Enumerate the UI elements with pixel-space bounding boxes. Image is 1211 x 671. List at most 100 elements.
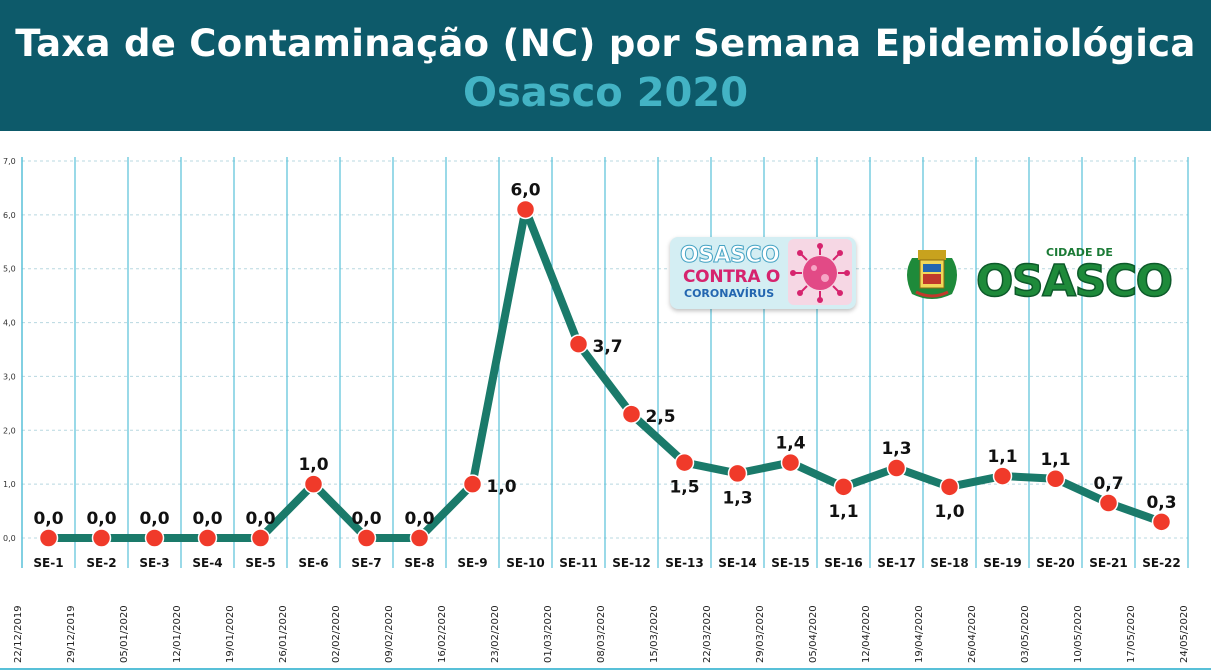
data-point: [1151, 512, 1172, 532]
data-label: 2,5: [646, 407, 676, 427]
data-point: [250, 528, 271, 548]
data-point: [992, 466, 1013, 486]
data-point: [886, 458, 907, 478]
x-tick-label: SE-16: [824, 556, 863, 570]
data-label: 0,7: [1093, 474, 1123, 494]
x-date-label: 05/04/2020: [808, 605, 819, 663]
x-date-label: 09/02/2020: [384, 605, 395, 663]
data-point: [515, 199, 536, 220]
x-date-label: 29/12/2019: [66, 605, 77, 663]
data-point: [833, 477, 854, 497]
data-point: [568, 334, 589, 354]
x-tick-label: SE-12: [612, 556, 651, 570]
data-point: [356, 528, 377, 548]
data-label: 0,0: [86, 509, 116, 529]
city-logo-caption: CIDADE DE: [1046, 246, 1113, 259]
data-label: 1,5: [669, 478, 699, 498]
x-date-label: 16/02/2020: [437, 605, 448, 663]
x-tick-label: SE-21: [1089, 556, 1128, 570]
x-tick-label: SE-7: [351, 556, 381, 570]
data-point: [727, 463, 748, 484]
data-label: 1,4: [775, 434, 805, 454]
x-tick-label: SE-15: [771, 556, 810, 570]
y-tick-label: 2,0: [3, 426, 16, 435]
x-tick-label: SE-6: [298, 556, 328, 570]
campaign-logo-line3: CORONAVÍRUS: [684, 287, 775, 300]
x-date-label: 12/04/2020: [861, 605, 872, 663]
data-label: 1,3: [722, 488, 752, 508]
x-date-label: 26/04/2020: [967, 605, 978, 663]
x-date-label: 03/05/2020: [1020, 605, 1031, 663]
y-tick-label: 4,0: [3, 319, 16, 328]
data-label: 1,0: [934, 502, 964, 522]
data-point: [144, 528, 165, 548]
y-tick-label: 3,0: [3, 372, 16, 381]
data-point: [1045, 469, 1066, 489]
data-label: 0,0: [139, 509, 169, 529]
x-tick-label: SE-14: [718, 556, 757, 570]
data-label: 3,7: [593, 337, 623, 357]
data-label: 0,0: [33, 509, 63, 529]
line-chart: 0,0 1,0 2,0 3,0 4,0 5,0 6,0 7,0 0,0 0,0 0,0 0,0 0,0 1…: [0, 157, 1211, 670]
y-tick-label: 5,0: [3, 265, 16, 274]
x-date-label: 19/01/2020: [225, 605, 236, 663]
data-label: 0,0: [404, 509, 434, 529]
x-tick-label: SE-3: [139, 556, 169, 570]
city-crest-icon: [907, 250, 957, 299]
x-tick-label: SE-8: [404, 556, 434, 570]
x-date-label: 26/01/2020: [278, 605, 289, 663]
x-date-label: 19/04/2020: [914, 605, 925, 663]
data-label: 1,1: [1040, 450, 1070, 470]
data-point: [91, 528, 112, 548]
data-point: [780, 452, 801, 473]
page-subtitle: Osasco 2020: [462, 70, 749, 116]
series-line: [44, 205, 1166, 542]
data-point: [303, 474, 324, 494]
x-tick-label: SE-5: [245, 556, 275, 570]
x-tick-label: SE-11: [559, 556, 598, 570]
x-tick-label: SE-20: [1036, 556, 1075, 570]
x-tick-label: SE-19: [983, 556, 1022, 570]
data-label: 0,0: [351, 509, 381, 529]
data-point: [462, 474, 483, 494]
x-date-label: 15/03/2020: [649, 605, 660, 663]
data-point: [621, 404, 642, 424]
x-date-label: 08/03/2020: [596, 605, 607, 663]
data-point: [674, 452, 695, 473]
data-label: 0,0: [192, 509, 222, 529]
city-logo-name: OSASCO: [975, 255, 1174, 308]
x-tick-label: SE-2: [86, 556, 116, 570]
x-date-label: 24/05/2020: [1179, 605, 1190, 663]
x-tick-label: SE-4: [192, 556, 222, 570]
data-point: [939, 477, 960, 497]
osasco-contra-coronavirus-logo: OSASCO CONTRA O CORONAVÍRUS: [670, 237, 856, 309]
data-label: 1,1: [987, 447, 1017, 467]
x-date-label: 10/05/2020: [1073, 605, 1084, 663]
data-label: 0,3: [1146, 493, 1176, 513]
data-label: 1,0: [298, 455, 328, 475]
x-tick-label: SE-22: [1142, 556, 1181, 570]
data-point: [197, 528, 218, 548]
campaign-logo-line2: CONTRA O: [683, 267, 780, 287]
data-label: 0,0: [245, 509, 275, 529]
virus-icon: [788, 239, 852, 305]
x-date-label: 22/03/2020: [702, 605, 713, 663]
x-date-label: 01/03/2020: [543, 605, 554, 663]
x-date-label: 22/12/2019: [13, 605, 24, 663]
x-tick-label: SE-9: [457, 556, 487, 570]
header-banner: Taxa de Contaminação (NC) por Semana Epi…: [0, 0, 1211, 131]
cidade-de-osasco-logo: CIDADE DE OSASCO: [898, 240, 1190, 308]
x-tick-label: SE-13: [665, 556, 704, 570]
y-tick-label: 6,0: [3, 211, 16, 220]
y-tick-label: 0,0: [3, 534, 16, 543]
x-date-label: 17/05/2020: [1126, 605, 1137, 663]
x-date-label: 23/02/2020: [490, 605, 501, 663]
data-label: 1,1: [828, 502, 858, 522]
y-tick-label: 1,0: [3, 480, 16, 489]
page-title: Taxa de Contaminação (NC) por Semana Epi…: [15, 22, 1196, 65]
x-tick-label: SE-1: [33, 556, 63, 570]
data-label: 6,0: [510, 180, 540, 200]
x-tick-label: SE-18: [930, 556, 969, 570]
data-point: [38, 528, 59, 548]
x-date-label: 12/01/2020: [172, 605, 183, 663]
